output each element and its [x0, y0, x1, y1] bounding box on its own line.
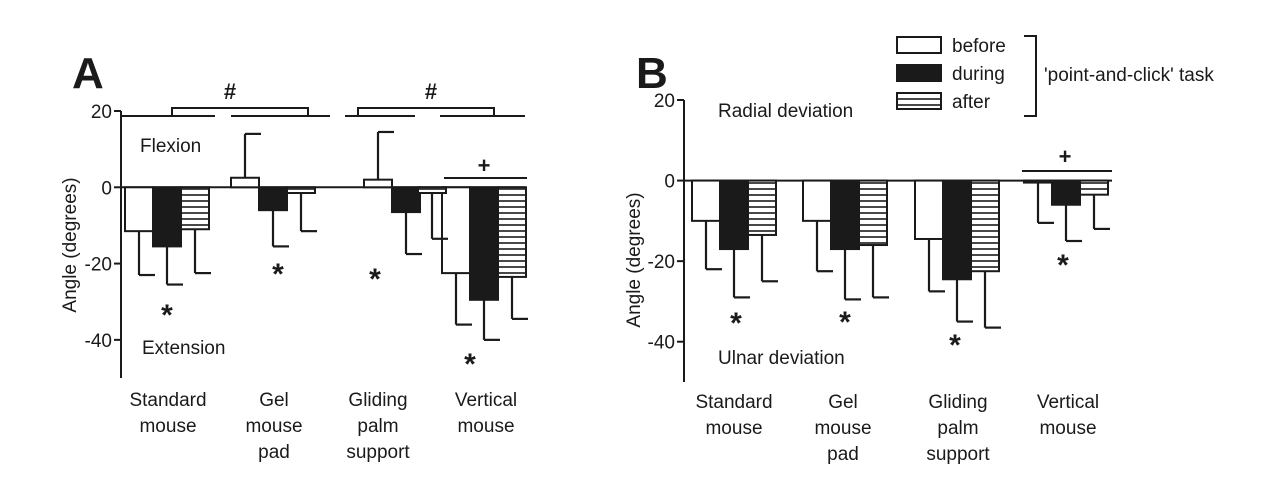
bar-before	[363, 178, 393, 189]
category-label: mouse	[139, 416, 196, 437]
significance-star: *	[730, 307, 742, 340]
category-label: Gliding	[348, 390, 407, 411]
bar-before	[230, 176, 260, 189]
y-tick-label: -20	[85, 255, 112, 276]
bar-before	[441, 186, 471, 275]
comparison-mark-hash: #	[425, 79, 437, 104]
significance-star: *	[839, 306, 851, 339]
y-tick-label: 0	[101, 178, 112, 199]
panel-b-annotation-ulnar: Ulnar deviation	[718, 348, 845, 369]
bar-during	[391, 186, 421, 214]
y-tick-label: -40	[648, 333, 675, 354]
significance-star: *	[464, 348, 476, 381]
category-label: palm	[357, 416, 398, 437]
significance-star: *	[1057, 249, 1069, 282]
category-label: support	[346, 442, 410, 463]
panel-a-y-axis-label: Angle (degrees)	[60, 177, 81, 312]
category-label: Vertical	[1037, 392, 1099, 413]
bar-after	[970, 179, 1000, 273]
y-tick-label: 20	[91, 102, 112, 123]
category-label: mouse	[705, 418, 762, 439]
category-label: Gel	[259, 390, 289, 411]
bar-before	[1023, 179, 1053, 184]
category-label: support	[926, 444, 990, 465]
bar-after	[417, 186, 447, 195]
bar-during	[1051, 179, 1081, 206]
category-label: Vertical	[455, 390, 517, 411]
legend-label-during: during	[952, 64, 1005, 85]
y-tick-label: -40	[85, 331, 112, 352]
y-tick-label: -20	[648, 252, 675, 273]
significance-star: *	[161, 299, 173, 332]
panel-a-annotation-extension: Extension	[142, 338, 225, 359]
legend-label-after: after	[952, 92, 991, 113]
y-tick-label: 0	[664, 172, 675, 193]
bar-during	[258, 186, 288, 212]
comparison-mark-plus: +	[478, 153, 491, 178]
category-label: mouse	[1039, 418, 1096, 439]
bar-during	[830, 179, 860, 251]
bar-during	[719, 179, 749, 251]
panel-letter-b: B	[636, 49, 668, 98]
category-label: Gliding	[928, 392, 987, 413]
legend-group-label: 'point-and-click' task	[1044, 65, 1214, 86]
bar-before	[124, 186, 154, 233]
comparison-bracket-hash-2	[345, 107, 525, 117]
comparison-bracket-hash-1	[121, 107, 330, 117]
bar-after	[858, 179, 888, 247]
legend-swatch-after	[896, 92, 942, 110]
y-tick-label: 20	[654, 91, 675, 112]
category-label: mouse	[457, 416, 514, 437]
panel-a-annotation-flexion: Flexion	[140, 136, 201, 157]
bar-before	[691, 179, 721, 222]
significance-star: *	[949, 329, 961, 362]
comparison-mark-plus: +	[1059, 144, 1072, 169]
panel-b-annotation-radial: Radial deviation	[718, 101, 853, 122]
bar-after	[497, 186, 527, 278]
category-label: Gel	[828, 392, 858, 413]
panel-letter-a: A	[72, 49, 104, 98]
bar-before	[914, 179, 944, 240]
legend-swatch-before	[896, 36, 942, 54]
category-label: mouse	[814, 418, 871, 439]
panel-b-chart: Angle (degrees) Radial deviation Ulnar d…	[624, 91, 1112, 465]
bar-during	[942, 179, 972, 281]
comparison-mark-hash: #	[224, 79, 236, 104]
bar-after	[1079, 179, 1109, 196]
category-label: mouse	[245, 416, 302, 437]
category-label: Standard	[695, 392, 772, 413]
significance-star: *	[369, 263, 381, 296]
panel-a-chart: Angle (degrees) Flexion Extension 20 0 -20…	[60, 79, 528, 463]
bar-during	[152, 186, 182, 248]
bar-after	[747, 179, 777, 236]
legend-bracket	[1024, 35, 1037, 117]
category-label: pad	[827, 444, 859, 465]
category-label: Standard	[129, 390, 206, 411]
bar-during	[469, 186, 499, 301]
legend-swatch-during	[896, 64, 942, 82]
category-label: palm	[937, 418, 978, 439]
legend: before during after 'point-and-click' ta…	[896, 35, 1214, 117]
bar-after	[286, 186, 316, 195]
panel-b-y-axis-label: Angle (degrees)	[624, 192, 645, 327]
significance-star: *	[272, 258, 284, 291]
bar-after	[180, 186, 210, 231]
bar-before	[802, 179, 832, 222]
category-label: pad	[258, 442, 290, 463]
legend-label-before: before	[952, 36, 1006, 57]
